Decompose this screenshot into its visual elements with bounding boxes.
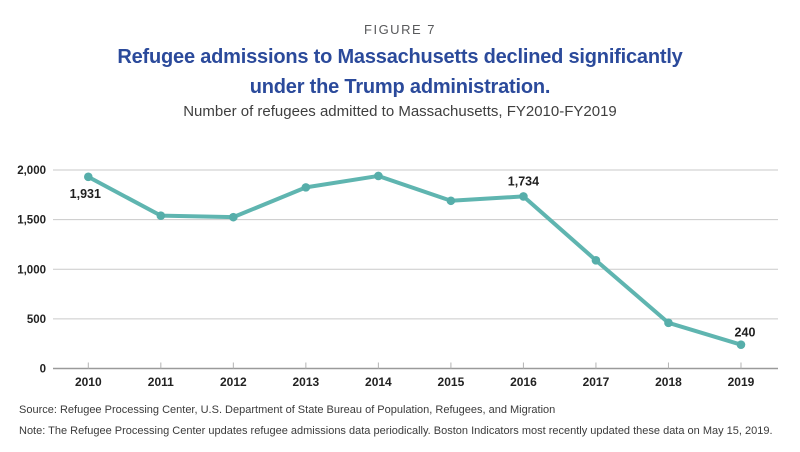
x-tick-label: 2019: [728, 375, 755, 389]
point-label-2019: 240: [735, 326, 756, 340]
x-tick-label: 2016: [510, 375, 537, 389]
x-tick-label: 2013: [293, 375, 320, 389]
data-point-2013: [301, 183, 311, 192]
y-tick-label: 500: [27, 314, 46, 326]
chart-title: Refugee admissions to Massachusetts decl…: [0, 42, 800, 102]
y-tick-label: 1,500: [17, 215, 46, 227]
chart-title-line2: under the Trump administration.: [249, 76, 551, 98]
chart-footer: Source: Refugee Processing Center, U.S. …: [19, 404, 789, 437]
note-text: Note: The Refugee Processing Center upda…: [19, 425, 773, 437]
x-tick-label: 2011: [148, 375, 174, 389]
figure-label: FIGURE 7: [364, 22, 436, 37]
x-tick-label: 2010: [75, 375, 102, 389]
refugee-admissions-line-chart: 0 500 1,000 1,500 2,000 2010 2011 2012 2013 2014 2…: [17, 165, 778, 389]
data-point-2014: [374, 171, 383, 181]
data-point-2019: [736, 340, 746, 349]
x-tick-label: 2015: [438, 375, 465, 389]
source-text: Source: Refugee Processing Center, U.S. …: [19, 404, 556, 416]
data-point-2010: [84, 172, 93, 182]
data-point-2018: [664, 318, 673, 328]
chart-title-line1: Refugee admissions to Massachusetts decl…: [117, 46, 683, 68]
data-point-2016: [519, 192, 528, 201]
x-tick-label: 2018: [655, 375, 682, 389]
x-tick-label: 2014: [365, 375, 392, 389]
y-tick-label: 1,000: [17, 264, 46, 276]
x-tick-label: 2012: [220, 375, 247, 389]
point-label-2010: 1,931: [70, 187, 101, 201]
y-tick-label: 2,000: [17, 165, 46, 177]
data-point-2017: [591, 256, 601, 265]
y-tick-label: 0: [40, 364, 46, 376]
chart-subtitle: Number of refugees admitted to Massachus…: [183, 103, 617, 120]
data-point-2012: [229, 212, 238, 222]
point-label-2016: 1,734: [508, 174, 539, 188]
x-tick-label: 2017: [583, 375, 610, 389]
data-point-2015: [446, 196, 456, 206]
data-line: [86, 173, 743, 347]
data-point-2011: [156, 211, 166, 220]
